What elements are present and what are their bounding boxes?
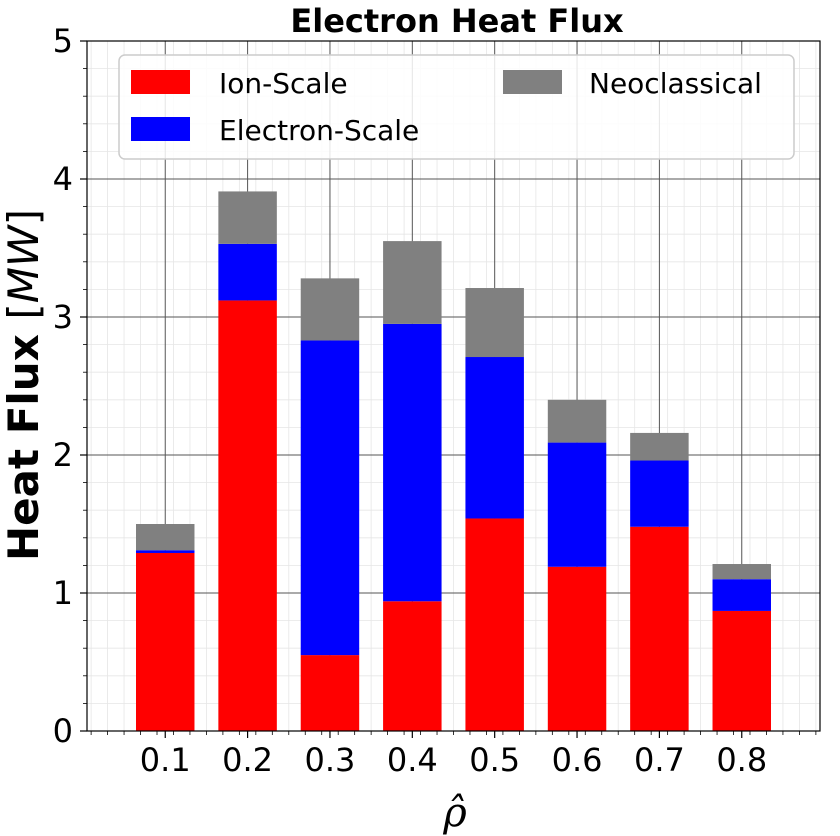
- y-tick-label: 5: [53, 22, 73, 60]
- bar-neoclassical: [300, 278, 360, 341]
- y-tick-label: 2: [53, 436, 73, 474]
- y-axis-label-open: [: [0, 303, 48, 319]
- bar-neoclassical: [465, 288, 524, 358]
- legend-swatch-electron-scale: [131, 117, 190, 141]
- x-tick-label: 0.6: [552, 741, 603, 779]
- bar-electron-scale: [712, 579, 771, 611]
- legend-label-ion-scale: Ion-Scale: [219, 67, 348, 100]
- bar-electron-scale: [136, 550, 195, 553]
- x-tick-label: 0.8: [716, 741, 767, 779]
- bar-neoclassical: [630, 432, 689, 461]
- x-tick-label: 0.4: [387, 741, 438, 779]
- bar-ion-scale: [218, 300, 277, 731]
- ticks: 0 1 2 3 4 5 0.1 0.2 0.3 0.4 0.5 0.6 0.7 0.8: [53, 22, 817, 779]
- bar-electron-scale: [465, 357, 524, 519]
- bar-ion-scale: [300, 655, 360, 731]
- bar-ion-scale: [465, 518, 524, 731]
- bar-neoclassical: [383, 241, 442, 324]
- x-tick-label: 0.7: [634, 741, 685, 779]
- x-tick-label: 0.3: [305, 741, 356, 779]
- bars: [136, 191, 771, 731]
- legend-swatch-neoclassical: [503, 70, 562, 94]
- bar-neoclassical: [547, 399, 607, 443]
- bar-ion-scale: [712, 610, 771, 731]
- bar-ion-scale: [547, 566, 607, 731]
- x-tick-label: 0.2: [222, 741, 273, 779]
- bar-electron-scale: [383, 323, 442, 602]
- y-tick-label: 4: [53, 160, 73, 198]
- bar-neoclassical: [712, 564, 771, 580]
- legend-box: [118, 54, 795, 160]
- legend: Ion-Scale Electron-Scale Neoclassical: [118, 54, 795, 160]
- x-tick-label: 0.5: [469, 741, 520, 779]
- bar-ion-scale: [136, 552, 195, 731]
- bar-neoclassical: [136, 524, 195, 551]
- bar-neoclassical: [218, 191, 277, 244]
- bar-electron-scale: [630, 460, 689, 527]
- y-axis-label-close: ]: [0, 209, 48, 225]
- y-tick-label: 0: [53, 712, 73, 750]
- bar-ion-scale: [630, 526, 689, 731]
- legend-label-electron-scale: Electron-Scale: [219, 114, 419, 147]
- y-tick-label: 3: [53, 298, 73, 336]
- y-axis-label-main: Heat Flux: [0, 334, 48, 561]
- x-tick-label: 0.1: [140, 741, 191, 779]
- y-tick-label: 1: [53, 574, 73, 612]
- bar-ion-scale: [383, 601, 442, 731]
- x-axis-label: ρ̂: [442, 790, 467, 836]
- bar-electron-scale: [547, 442, 607, 567]
- legend-label-neoclassical: Neoclassical: [589, 67, 762, 100]
- legend-swatch-ion-scale: [131, 70, 190, 94]
- chart-title: Electron Heat Flux: [290, 2, 624, 40]
- y-axis-label: Heat Flux [MW]: [0, 209, 48, 561]
- bar-electron-scale: [300, 340, 360, 656]
- y-axis-label-unit: MW: [0, 224, 48, 303]
- bar-electron-scale: [218, 243, 277, 301]
